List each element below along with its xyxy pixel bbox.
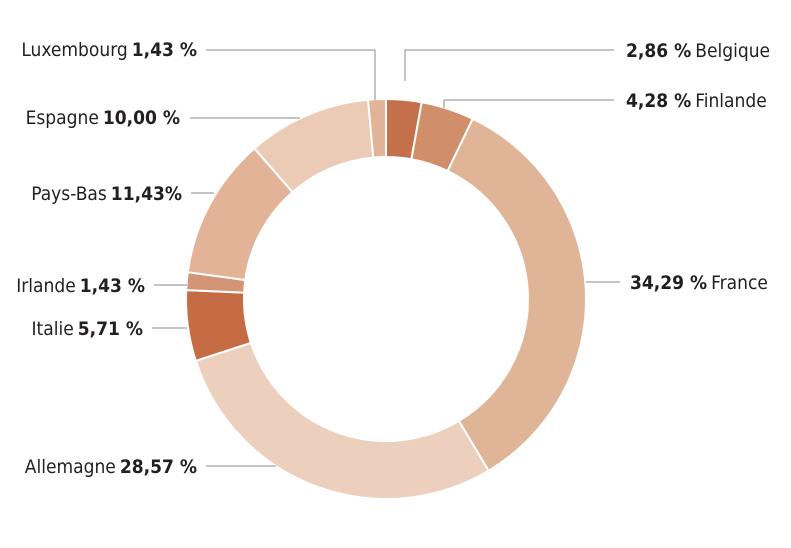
slice-france: [446, 117, 587, 473]
label-belgique: 2,86 % Belgique: [626, 40, 770, 62]
label-value-luxembourg: 1,43 %: [132, 39, 197, 61]
label-name-irlande: Irlande: [16, 275, 76, 297]
label-name-luxembourg: Luxembourg: [21, 39, 127, 61]
label-value-pays-bas: 11,43%: [111, 183, 182, 205]
label-value-allemagne: 28,57 %: [120, 456, 197, 478]
leader-line-finlande: [443, 99, 614, 108]
label-name-pays-bas: Pays-Bas: [31, 183, 107, 205]
leader-line-belgique: [404, 49, 614, 81]
label-value-espagne: 10,00 %: [103, 107, 180, 129]
leader-lines: [152, 49, 620, 467]
slice-labels: 2,86 % Belgique 4,28 % Finlande 34,29 % Fr…: [16, 39, 770, 478]
label-value-belgique: 2,86 %: [626, 40, 691, 62]
label-value-france: 34,29 %: [630, 272, 707, 294]
label-luxembourg: Luxembourg 1,43 %: [21, 39, 197, 61]
slice-luxembourg: [366, 97, 387, 159]
label-name-belgique: Belgique: [695, 40, 770, 62]
label-value-irlande: 1,43 %: [80, 275, 145, 297]
slice-allemagne: [194, 341, 490, 500]
donut-slices: [185, 97, 587, 500]
label-name-france: France: [711, 272, 768, 294]
label-finlande: 4,28 % Finlande: [626, 90, 767, 112]
label-italie: Italie 5,71 %: [32, 318, 143, 340]
leader-line-luxembourg: [206, 49, 376, 100]
label-name-espagne: Espagne: [26, 107, 99, 129]
label-pays-bas: Pays-Bas 11,43%: [31, 183, 182, 205]
label-value-finlande: 4,28 %: [626, 90, 691, 112]
label-name-finlande: Finlande: [695, 90, 766, 112]
label-allemagne: Allemagne 28,57 %: [25, 456, 197, 478]
label-irlande: Irlande 1,43 %: [16, 275, 145, 297]
label-value-italie: 5,71 %: [78, 318, 143, 340]
label-name-italie: Italie: [32, 318, 74, 340]
label-espagne: Espagne 10,00 %: [26, 107, 180, 129]
label-name-allemagne: Allemagne: [25, 456, 116, 478]
label-france: 34,29 % France: [630, 272, 768, 294]
